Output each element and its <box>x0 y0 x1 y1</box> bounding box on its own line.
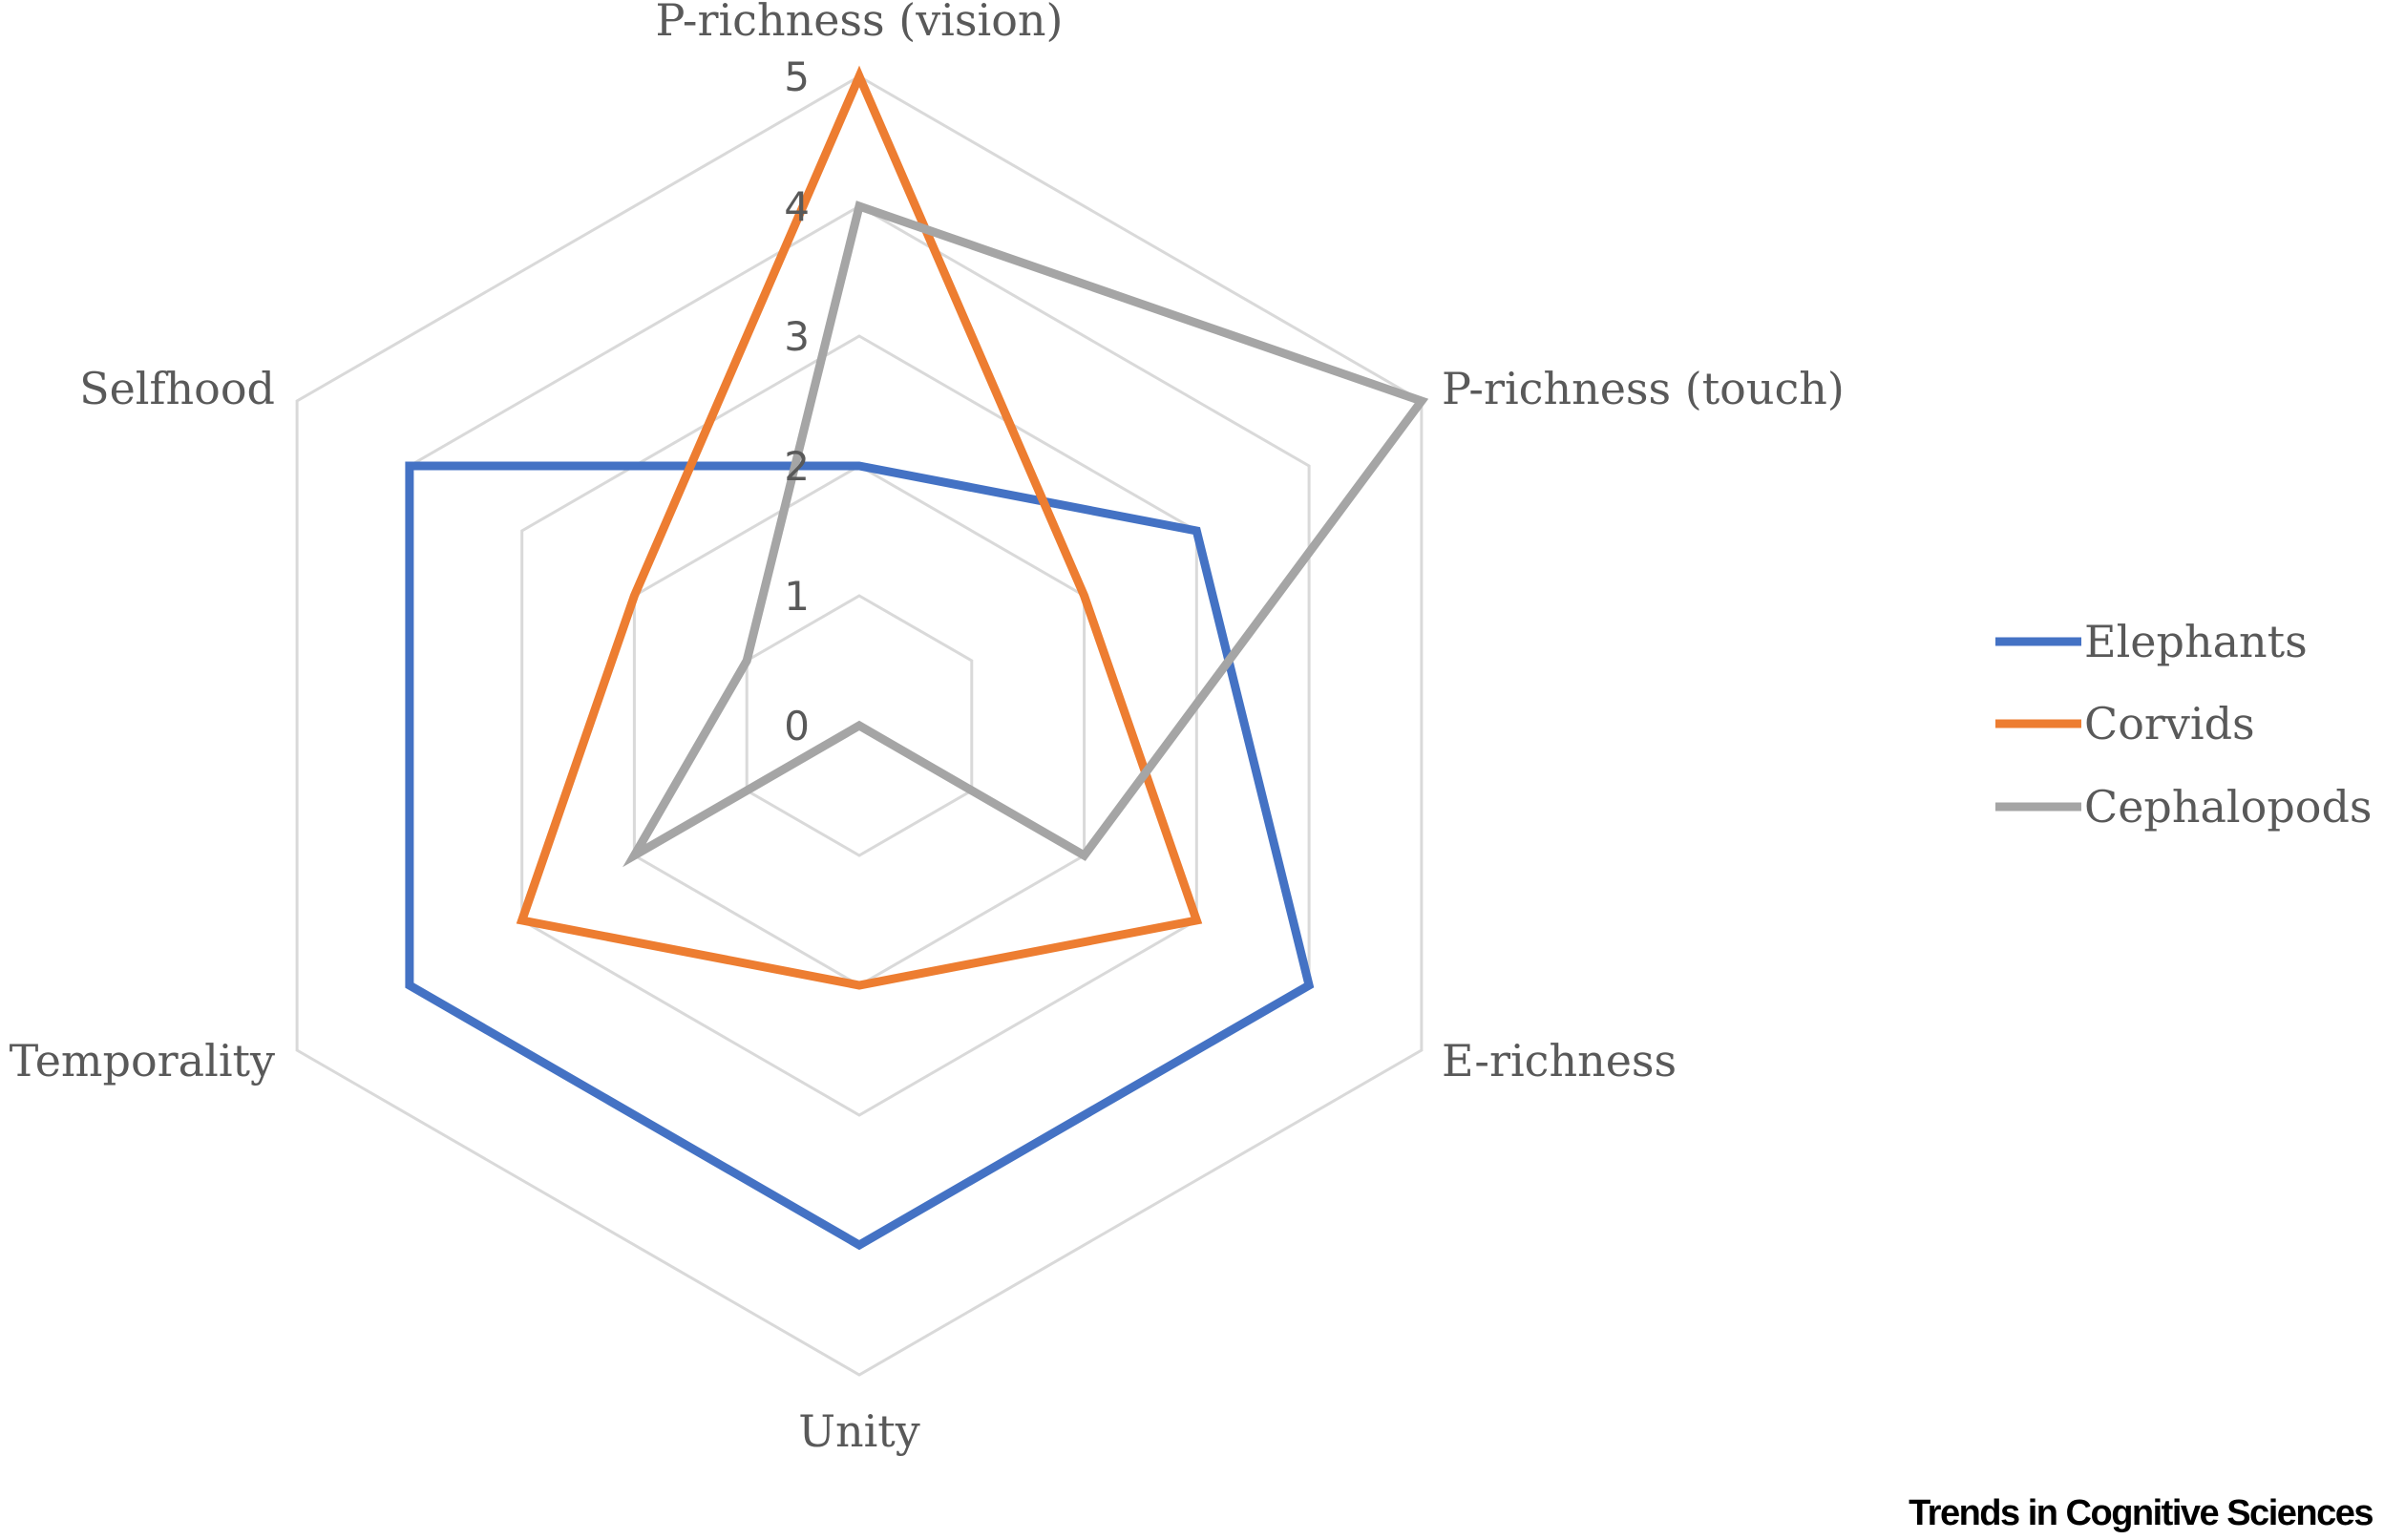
series-line-elephants <box>405 461 1315 1251</box>
axis-labels: P-richness (vision) P-richness (touch) E-r… <box>10 0 1845 1457</box>
legend-item-elephants: Elephants <box>1995 616 2308 667</box>
axis-label-2: E-richness <box>1442 1035 1677 1086</box>
legend-label-elephants: Elephants <box>2084 616 2308 667</box>
tick-labels: 0 1 2 3 4 5 <box>784 53 810 749</box>
axis-label-1: P-richness (touch) <box>1442 363 1845 414</box>
legend: Elephants Corvids Cephalopods <box>1995 616 2373 833</box>
tick-label-3: 3 <box>784 313 810 360</box>
watermark-text: Trends in Cognitive Sciences <box>1909 1493 2373 1533</box>
tick-label-0: 0 <box>784 703 810 749</box>
series-lines <box>405 65 1429 1251</box>
legend-item-corvids: Corvids <box>1995 698 2255 749</box>
axis-label-0: P-richness (vision) <box>656 0 1064 46</box>
legend-item-cephalopods: Cephalopods <box>1995 781 2373 833</box>
tick-label-4: 4 <box>784 183 810 230</box>
tick-label-1: 1 <box>784 573 810 620</box>
legend-label-corvids: Corvids <box>2084 698 2255 749</box>
axis-label-4: Temporality <box>10 1035 275 1086</box>
axis-label-3: Unity <box>798 1405 920 1457</box>
tick-label-5: 5 <box>784 53 810 100</box>
axis-label-5: Selfhood <box>79 363 275 414</box>
tick-label-2: 2 <box>784 443 810 490</box>
series-line-cephalopods <box>622 200 1429 868</box>
series-line-corvids <box>516 65 1203 990</box>
legend-label-cephalopods: Cephalopods <box>2084 781 2373 833</box>
